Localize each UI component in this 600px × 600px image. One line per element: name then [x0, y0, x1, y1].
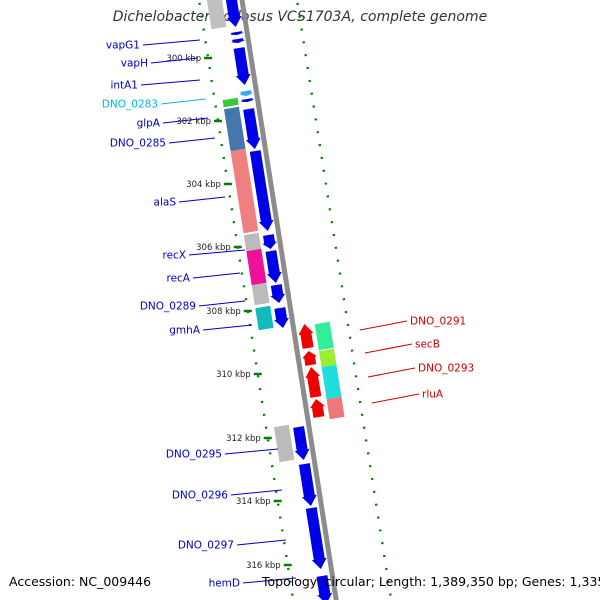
- gene-arrow-forward: [274, 307, 289, 328]
- leader-line: [178, 196, 226, 203]
- tick-label: 304 kbp: [186, 180, 221, 190]
- gene-arrow-forward: [262, 234, 277, 249]
- gene-label-recA: recA: [166, 273, 190, 285]
- tick-label: 300 kbp: [166, 54, 201, 64]
- gene-label-vapH: vapH: [121, 58, 148, 70]
- gene-class-block: [255, 305, 274, 331]
- leader-line: [364, 343, 413, 354]
- leader-line: [162, 117, 209, 124]
- leader-line: [150, 57, 199, 64]
- gene-class-block: [222, 97, 239, 108]
- gene-arrow-forward: [305, 507, 327, 569]
- gene-arrow-reverse: [310, 399, 325, 418]
- gene-arrow-forward: [270, 284, 286, 303]
- gene-arrow-reverse: [305, 367, 322, 398]
- tick-label: 308 kbp: [206, 307, 241, 317]
- leader-line: [188, 249, 246, 256]
- gene-class-block: [230, 148, 259, 234]
- gene-label-hemD: hemD: [209, 578, 240, 590]
- tick-label: 314 kbp: [236, 497, 271, 507]
- leader-line: [140, 79, 201, 86]
- tick-label: 312 kbp: [226, 434, 261, 444]
- leader-line: [242, 577, 297, 584]
- leader-line: [236, 539, 287, 546]
- tick-label: 310 kbp: [216, 370, 251, 380]
- gene-label-DNO_0283: DNO_0283: [102, 99, 158, 111]
- gene-arrow-forward: [239, 98, 255, 102]
- gene-class-block: [246, 248, 267, 286]
- tick-label: 306 kbp: [196, 243, 231, 253]
- gene-arrow-forward: [230, 38, 246, 43]
- gene-label-intA1: intA1: [110, 80, 138, 92]
- gene-arrow-forward: [298, 463, 317, 506]
- tick-label: 316 kbp: [246, 561, 281, 571]
- leader-line: [230, 489, 283, 496]
- gene-label-rluA: rluA: [422, 389, 444, 401]
- gene-label-gmhA: gmhA: [169, 325, 201, 337]
- gene-arrow-forward: [265, 250, 282, 283]
- leader-line: [359, 320, 408, 331]
- gene-class-block: [224, 106, 246, 152]
- gene-class-block: [251, 282, 270, 306]
- leader-line: [198, 300, 246, 307]
- gene-label-glpA: glpA: [137, 118, 161, 130]
- gene-label-DNO_0297: DNO_0297: [178, 540, 234, 552]
- leader-line: [192, 272, 241, 279]
- gene-arrow-forward: [238, 90, 254, 96]
- leader-line: [202, 324, 253, 331]
- gene-label-alaS: alaS: [154, 197, 177, 209]
- leader-line: [160, 98, 207, 105]
- gene-arrow-forward: [316, 575, 333, 600]
- gene-class-block: [321, 364, 342, 400]
- gene-arrow-forward: [293, 426, 310, 460]
- tick-guide-left: [197, 0, 295, 600]
- gene-label-DNO_0296: DNO_0296: [172, 490, 228, 502]
- tick-label: 302 kbp: [176, 117, 211, 127]
- gene-label-vapG1: vapG1: [106, 40, 140, 52]
- gene-class-block: [206, 0, 227, 30]
- gene-label-DNO_0289: DNO_0289: [140, 301, 196, 313]
- gene-label-DNO_0295: DNO_0295: [166, 449, 222, 461]
- genome-summary: Topology: circular; Length: 1,389,350 bp…: [262, 574, 600, 589]
- gene-class-block: [319, 348, 337, 368]
- gene-label-DNO_0291: DNO_0291: [410, 316, 466, 328]
- leader-line: [224, 448, 279, 455]
- gene-label-DNO_0293: DNO_0293: [418, 363, 474, 375]
- tick-guide-right: [295, 0, 393, 600]
- gene-class-block: [274, 424, 295, 463]
- gene-arrow-forward: [233, 47, 251, 85]
- gene-label-DNO_0285: DNO_0285: [110, 138, 166, 150]
- gene-arrow-forward: [225, 0, 242, 27]
- gene-arrow-reverse: [302, 351, 317, 366]
- leader-line: [168, 137, 216, 144]
- gene-arrow-reverse: [298, 324, 314, 349]
- gene-class-block: [243, 232, 262, 252]
- gene-arrow-forward: [229, 31, 245, 35]
- leader-line: [367, 367, 416, 378]
- gene-arrow-forward: [249, 150, 274, 231]
- leader-line: [371, 393, 420, 404]
- gene-class-block: [326, 396, 345, 420]
- gene-label-secB: secB: [415, 339, 440, 351]
- leader-line: [142, 39, 201, 46]
- accession-text: Accession: NC_009446: [9, 574, 152, 589]
- backbone-line: [239, 0, 339, 600]
- gene-arrow-forward: [243, 108, 261, 149]
- gene-label-recX: recX: [162, 250, 186, 262]
- gene-class-block: [314, 321, 334, 351]
